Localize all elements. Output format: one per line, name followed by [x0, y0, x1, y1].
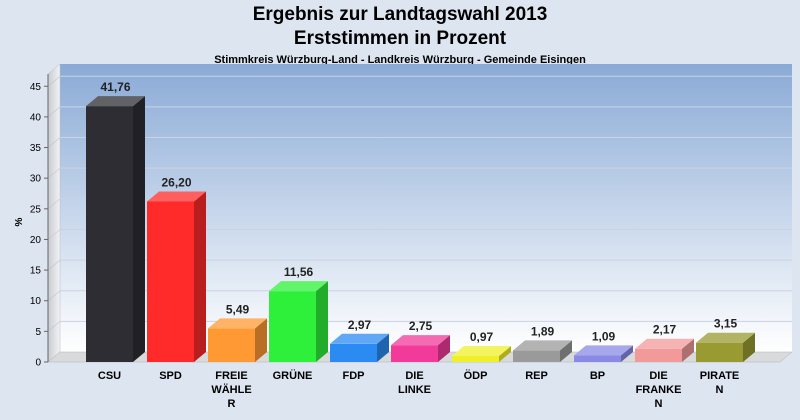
- bar-side: [682, 338, 694, 362]
- bar-front: [330, 343, 377, 362]
- bar-top: [147, 191, 206, 202]
- bar-front: [574, 355, 621, 362]
- x-tick-label: DIE: [649, 370, 667, 382]
- bar-side: [743, 332, 755, 362]
- x-tick-label: BP: [590, 370, 605, 382]
- bar-top: [635, 338, 694, 349]
- bar-top: [696, 332, 755, 343]
- x-tick-label: SPD: [159, 370, 182, 382]
- bar-side: [499, 346, 511, 362]
- x-tick-label: PIRATE: [700, 370, 740, 382]
- data-label: 0,97: [470, 330, 494, 344]
- gridline-wall: [47, 290, 61, 301]
- x-tick-label: N: [655, 398, 663, 410]
- y-tick-label: 0: [35, 358, 41, 369]
- bar-top: [574, 345, 633, 356]
- data-label: 11,56: [284, 265, 314, 279]
- y-tick-label: 35: [30, 143, 42, 154]
- bar-top: [269, 281, 328, 292]
- chart-region-subtitle: Stimmkreis Würzburg-Land - Landkreis Wür…: [214, 54, 586, 66]
- x-tick-label: LINKE: [398, 384, 431, 396]
- bar-piraten: [696, 332, 755, 362]
- y-tick-label: 15: [30, 266, 42, 277]
- gridline-wall: [47, 137, 61, 148]
- data-label: 1,09: [592, 329, 616, 343]
- x-tick-label: R: [228, 398, 236, 410]
- bar-top: [452, 346, 511, 357]
- x-tick-label: DIE: [405, 370, 423, 382]
- gridline-wall: [47, 76, 61, 87]
- gridline-wall: [47, 321, 61, 332]
- bar-side: [377, 333, 389, 362]
- x-tick-label: FREIE: [215, 370, 247, 382]
- y-tick-label: 40: [30, 112, 42, 123]
- bar-side: [133, 96, 145, 362]
- x-tick-label: CSU: [98, 370, 121, 382]
- data-label: 26,20: [161, 175, 191, 189]
- gridline-wall: [47, 229, 61, 240]
- x-tick-label: WÄHLE: [211, 383, 251, 396]
- x-tick-label: ÖDP: [464, 369, 488, 382]
- bar-front: [635, 348, 682, 362]
- bar-top: [391, 335, 450, 346]
- data-label: 2,75: [409, 319, 433, 333]
- gridline-wall: [47, 198, 61, 210]
- y-tick-label: 10: [30, 296, 42, 307]
- bar-fdp: [330, 333, 389, 362]
- chart-title: Ergebnis zur Landtagswahl 2013: [252, 4, 548, 25]
- data-label: 5,49: [226, 302, 250, 316]
- bar-die-franken: [635, 338, 694, 362]
- bar-front: [86, 106, 133, 362]
- data-label: 2,97: [348, 318, 372, 332]
- bar-front: [269, 291, 316, 362]
- x-tick-label: FDP: [343, 370, 365, 382]
- gridline-wall: [47, 259, 61, 271]
- y-tick-label: 30: [30, 174, 42, 185]
- bar-csu: [86, 96, 145, 362]
- y-tick-label: 45: [30, 82, 42, 93]
- bar-ödp: [452, 346, 511, 362]
- data-label: 1,89: [531, 324, 555, 338]
- x-tick-label: REP: [525, 370, 548, 382]
- bar-front: [452, 356, 499, 362]
- bar-side: [194, 191, 206, 362]
- bar-top: [86, 96, 145, 107]
- bar-top: [513, 340, 572, 351]
- bar-front: [208, 328, 255, 362]
- data-label: 41,76: [100, 80, 130, 94]
- y-tick-label: 25: [30, 204, 42, 215]
- bar-front: [696, 342, 743, 362]
- bar-bp: [574, 345, 633, 362]
- bar-side: [621, 345, 633, 362]
- bar-side: [560, 340, 572, 362]
- gridline-wall: [47, 167, 61, 179]
- bar-side: [255, 318, 267, 362]
- bar-front: [513, 350, 560, 362]
- x-tick-label: GRÜNE: [273, 369, 313, 382]
- x-tick-label: FRANKE: [636, 384, 682, 396]
- bar-top: [208, 318, 267, 329]
- bar-side: [316, 281, 328, 362]
- bar-top: [330, 333, 389, 344]
- y-tick-label: 5: [35, 327, 41, 338]
- bar-die-linke: [391, 335, 450, 362]
- bar-rep: [513, 340, 572, 362]
- data-label: 2,17: [653, 323, 677, 337]
- bar-front: [147, 201, 194, 362]
- y-axis-label: %: [14, 217, 25, 226]
- bar-side: [438, 335, 450, 362]
- x-tick-label: N: [716, 384, 724, 396]
- bar-front: [391, 345, 438, 362]
- bar-freie-wähler: [208, 318, 267, 362]
- data-label: 3,15: [714, 317, 738, 331]
- y-tick-label: 20: [30, 235, 42, 246]
- bar-spd: [147, 191, 206, 362]
- bar-grüne: [269, 281, 328, 362]
- gridline-wall: [47, 106, 61, 118]
- chart-subtitle: Erststimmen in Prozent: [293, 28, 507, 49]
